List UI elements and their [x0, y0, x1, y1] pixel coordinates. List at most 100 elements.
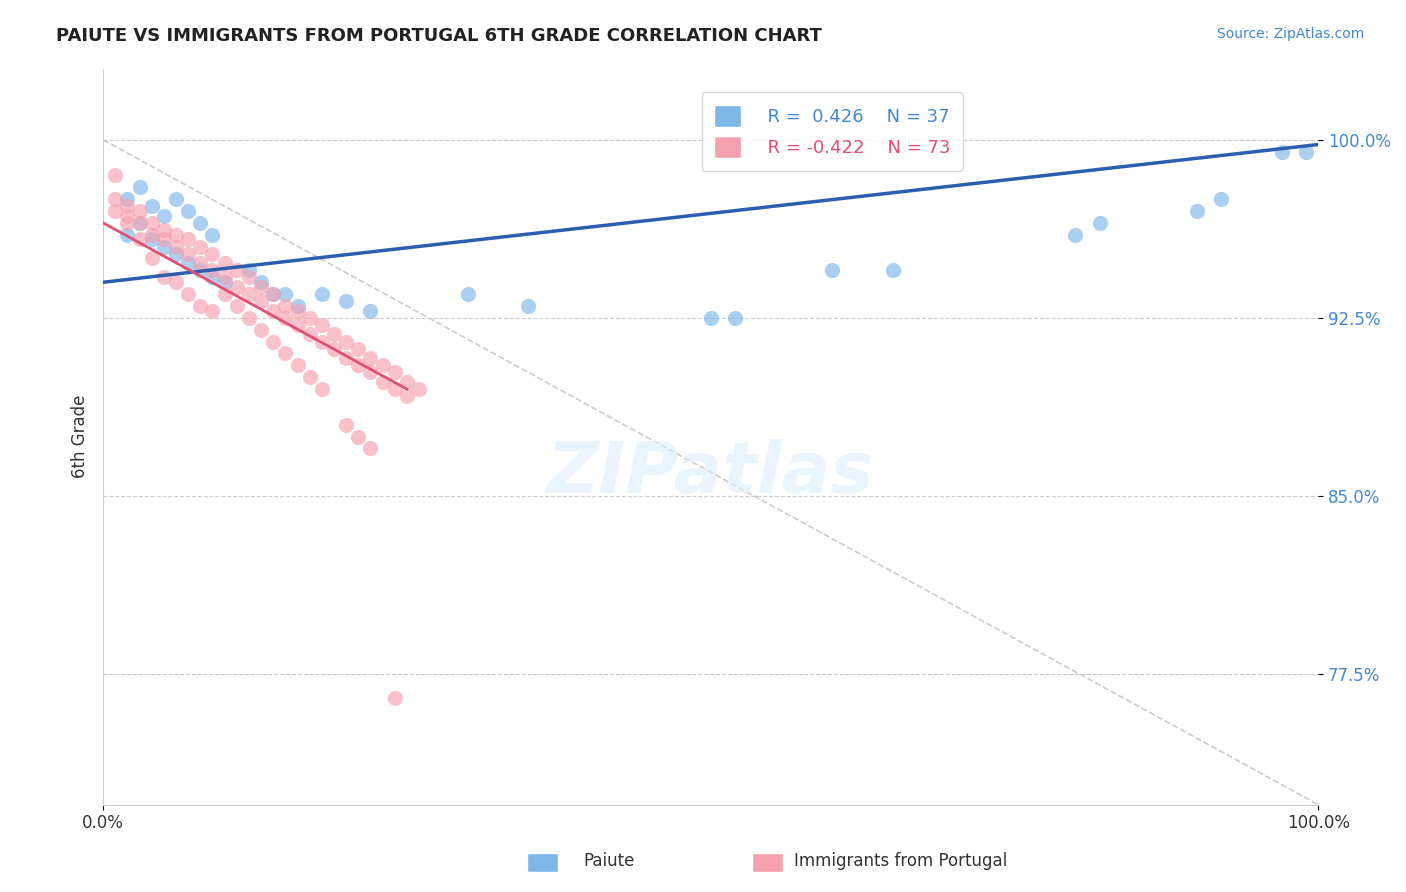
Text: PAIUTE VS IMMIGRANTS FROM PORTUGAL 6TH GRADE CORRELATION CHART: PAIUTE VS IMMIGRANTS FROM PORTUGAL 6TH G…: [56, 27, 823, 45]
Point: [165, 239, 187, 253]
Point: [1185, 204, 1208, 219]
Point: [335, 294, 357, 309]
Legend:   R =  0.426    N = 37,   R = -0.422    N = 73: R = 0.426 N = 37, R = -0.422 N = 73: [702, 92, 963, 170]
Point: [117, 192, 139, 206]
Point: [311, 318, 333, 332]
Point: [104, 169, 127, 183]
Point: [335, 351, 357, 366]
Point: [408, 382, 430, 396]
Point: [395, 375, 418, 389]
Point: [177, 246, 200, 260]
Point: [262, 287, 284, 301]
Point: [201, 303, 224, 318]
Point: [384, 690, 406, 705]
Point: [117, 227, 139, 242]
Point: [311, 382, 333, 396]
Point: [250, 323, 273, 337]
Point: [104, 204, 127, 219]
Point: [250, 275, 273, 289]
Point: [165, 275, 187, 289]
Point: [287, 299, 309, 313]
Point: [201, 263, 224, 277]
Point: [699, 310, 721, 325]
Point: [128, 180, 150, 194]
Point: [359, 303, 381, 318]
Point: [188, 299, 211, 313]
Point: [225, 263, 247, 277]
Point: [188, 239, 211, 253]
Point: [128, 216, 150, 230]
Point: [359, 442, 381, 456]
Point: [238, 270, 260, 285]
Point: [117, 199, 139, 213]
Point: [214, 275, 236, 289]
Point: [262, 303, 284, 318]
Point: [214, 270, 236, 285]
Point: [188, 263, 211, 277]
Point: [298, 327, 321, 342]
Point: [359, 351, 381, 366]
Point: [287, 303, 309, 318]
Point: [250, 280, 273, 294]
Point: [201, 227, 224, 242]
Point: [882, 263, 904, 277]
Point: [128, 232, 150, 246]
Point: [188, 216, 211, 230]
Point: [384, 382, 406, 396]
Point: [821, 263, 844, 277]
Point: [153, 270, 176, 285]
Point: [347, 342, 370, 356]
Point: [141, 252, 163, 266]
Point: [274, 299, 297, 313]
Point: [1209, 192, 1232, 206]
Point: [153, 232, 176, 246]
Point: [347, 359, 370, 373]
Point: [177, 256, 200, 270]
Point: [335, 334, 357, 349]
Point: [311, 334, 333, 349]
Point: [371, 359, 394, 373]
Point: [153, 239, 176, 253]
Text: Paiute: Paiute: [583, 852, 636, 870]
Point: [141, 232, 163, 246]
Point: [298, 310, 321, 325]
Point: [104, 192, 127, 206]
Point: [287, 318, 309, 332]
Point: [262, 287, 284, 301]
Point: [165, 227, 187, 242]
Point: [141, 216, 163, 230]
Point: [323, 342, 346, 356]
Point: [384, 366, 406, 380]
Point: [117, 209, 139, 223]
Point: [165, 246, 187, 260]
Point: [238, 263, 260, 277]
Point: [335, 417, 357, 432]
Point: [298, 370, 321, 384]
Point: [1271, 145, 1294, 159]
Point: [274, 346, 297, 360]
Point: [141, 227, 163, 242]
Bar: [527, 853, 558, 872]
Point: [201, 270, 224, 285]
Point: [128, 204, 150, 219]
Point: [128, 216, 150, 230]
Point: [359, 366, 381, 380]
Point: [117, 216, 139, 230]
Point: [347, 429, 370, 443]
Point: [457, 287, 479, 301]
Point: [262, 334, 284, 349]
Point: [1295, 145, 1317, 159]
Point: [238, 287, 260, 301]
Point: [177, 204, 200, 219]
Point: [225, 280, 247, 294]
Point: [287, 359, 309, 373]
Point: [177, 287, 200, 301]
Point: [225, 299, 247, 313]
Point: [517, 299, 540, 313]
Point: [395, 389, 418, 403]
Point: [371, 375, 394, 389]
Point: [274, 287, 297, 301]
Point: [250, 294, 273, 309]
Point: [1064, 227, 1087, 242]
Point: [311, 287, 333, 301]
